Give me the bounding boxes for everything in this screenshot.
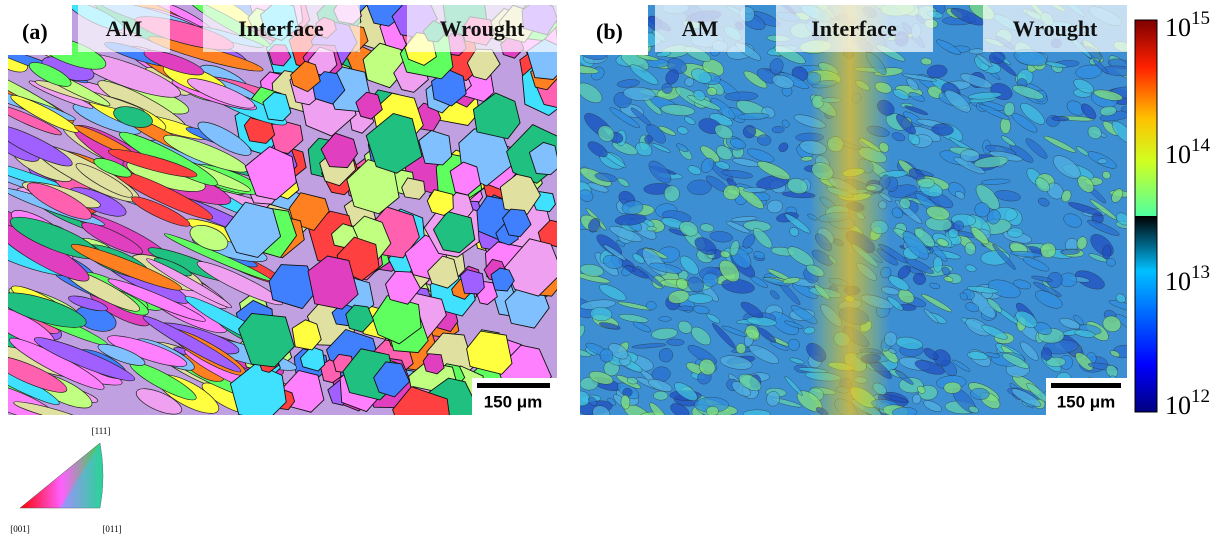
ipf-legend: [111] [001] [011] [10, 426, 121, 534]
region-label: AM [106, 16, 143, 41]
grain [1098, 158, 1108, 163]
colorbar-tick-label: 1013 [1165, 262, 1210, 296]
figure: (a) AM Interface Wrought 150 μm (b) AM I… [0, 0, 1219, 540]
scale-label: 150 μm [484, 392, 543, 411]
colorbar-gradient [1135, 20, 1157, 412]
grain [989, 51, 1005, 63]
grain [944, 382, 962, 394]
grain [647, 226, 657, 231]
grain [460, 270, 484, 294]
region-label: Wrought [440, 16, 525, 41]
colorbar-tick-label: 1015 [1165, 8, 1210, 42]
ipf-label: [111] [92, 426, 111, 436]
grain [969, 49, 985, 55]
region-label: Interface [811, 16, 897, 41]
region-label: AM [682, 16, 719, 41]
ebsd-map [0, 0, 575, 444]
panel-label: (b) [596, 19, 623, 44]
grain [664, 185, 680, 201]
grain [653, 391, 668, 400]
scale-bar [1051, 383, 1121, 388]
colorbar-tick-label: 1012 [1165, 386, 1210, 420]
grain [1121, 106, 1132, 113]
grain [743, 187, 766, 192]
colorbar: 1015 1014 1013 1012 [1135, 8, 1211, 420]
grain [659, 317, 672, 322]
grain [677, 306, 695, 311]
region-label: Interface [238, 16, 324, 41]
scale-bar [477, 383, 550, 388]
grain [402, 178, 426, 199]
scale-label: 150 μm [1057, 392, 1116, 411]
region-label: Wrought [1013, 16, 1098, 41]
panel-label: (a) [22, 19, 48, 44]
colorbar-tick-label: 1014 [1165, 135, 1211, 169]
grain [736, 343, 746, 353]
grain [423, 354, 444, 374]
grain [933, 257, 942, 273]
grain [743, 410, 770, 418]
dislocation-map [563, 0, 1142, 429]
ipf-label: [011] [102, 524, 121, 534]
grain [1007, 228, 1023, 238]
ipf-label: [001] [10, 524, 30, 534]
grain [1060, 249, 1079, 255]
grain [810, 5, 890, 415]
grain [702, 273, 718, 287]
